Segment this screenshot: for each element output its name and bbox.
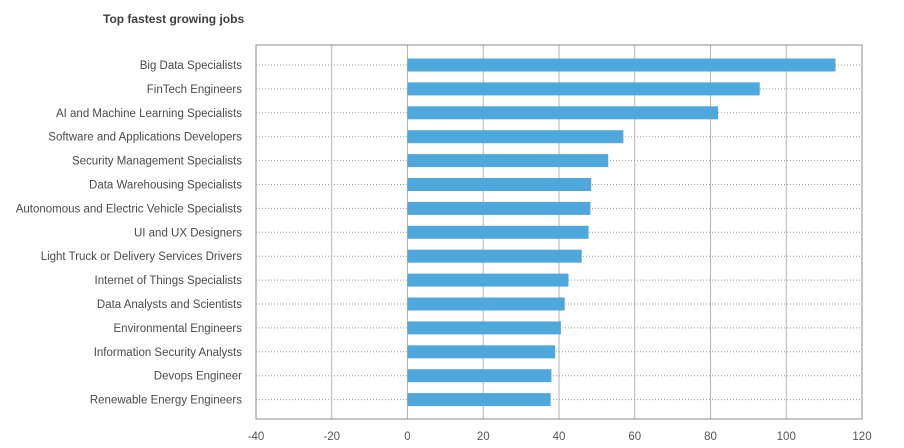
category-label: FinTech Engineers — [147, 84, 242, 96]
category-label: Software and Applications Developers — [48, 132, 242, 144]
bar — [407, 369, 552, 383]
category-label: Information Security Analysts — [94, 347, 243, 359]
x-tick-label: 40 — [553, 431, 566, 443]
category-label: UI and UX Designers — [134, 227, 242, 239]
category-label: Autonomous and Electric Vehicle Speciali… — [16, 203, 243, 215]
category-label: Environmental Engineers — [114, 323, 243, 335]
bar — [407, 82, 760, 96]
bar — [407, 130, 624, 144]
category-label: Big Data Specialists — [140, 60, 243, 72]
category-label: Security Management Specialists — [72, 156, 242, 168]
x-tick-label: -20 — [323, 431, 340, 443]
bar — [407, 297, 565, 311]
bar — [407, 106, 719, 120]
plot-frame — [255, 44, 863, 420]
x-tick-label: 80 — [704, 431, 717, 443]
category-label: Data Warehousing Specialists — [89, 180, 242, 192]
x-tick-label: 20 — [477, 431, 490, 443]
x-tick-label: 100 — [777, 431, 796, 443]
bar — [407, 154, 609, 168]
chart-title: Top fastest growing jobs — [103, 12, 245, 26]
category-label: Renewable Energy Engineers — [90, 395, 242, 407]
x-tick-label: 120 — [852, 431, 871, 443]
category-label: Light Truck or Delivery Services Drivers — [41, 251, 243, 263]
bar — [407, 225, 589, 239]
x-tick-label: 60 — [628, 431, 641, 443]
category-label: AI and Machine Learning Specialists — [56, 108, 242, 120]
x-tick-label: -40 — [248, 431, 265, 443]
x-tick-label: 0 — [404, 431, 410, 443]
bar — [407, 321, 561, 335]
category-label: Devops Engineer — [154, 371, 242, 383]
bar — [407, 178, 592, 191]
bar — [407, 273, 569, 287]
bar — [407, 58, 836, 72]
bar — [407, 201, 591, 215]
bar — [407, 345, 556, 359]
bar — [407, 393, 551, 407]
category-label: Internet of Things Specialists — [95, 275, 243, 287]
category-label: Data Analysts and Scientists — [97, 299, 242, 311]
bar — [407, 249, 582, 263]
